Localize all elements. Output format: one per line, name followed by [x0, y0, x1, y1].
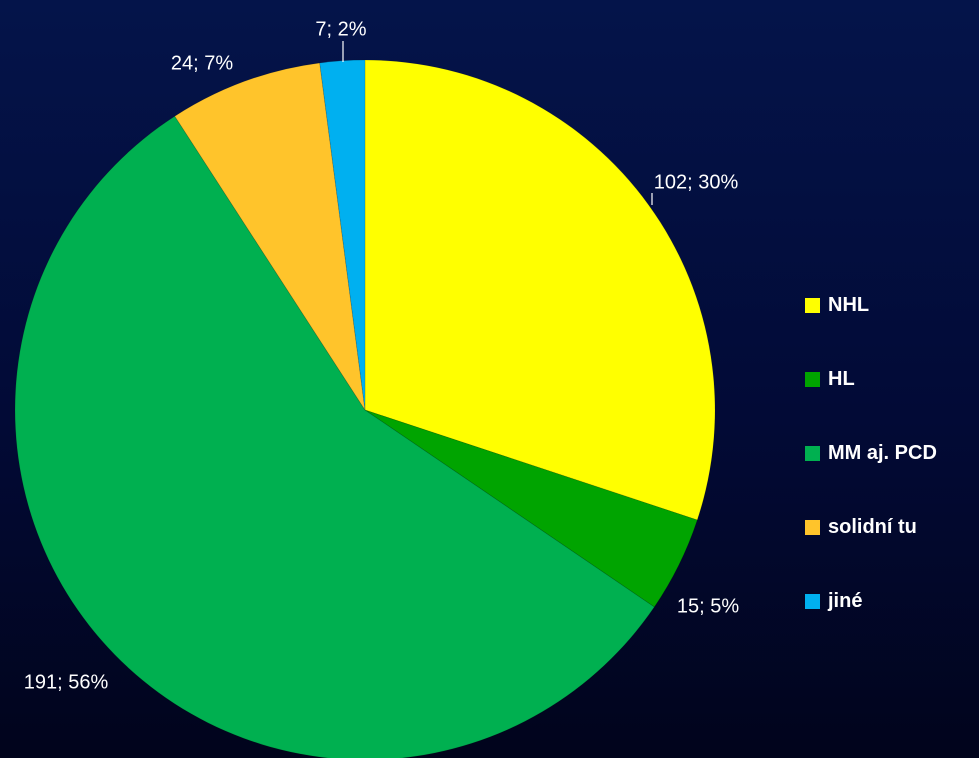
legend-item-mm: MM aj. PCD — [805, 440, 937, 466]
legend-label-solid: solidní tu — [828, 515, 917, 538]
legend: NHL HL MM aj. PCD solidní tu jiné — [805, 292, 937, 662]
pie-slice-mm — [14, 115, 655, 758]
legend-label-mm: MM aj. PCD — [828, 441, 937, 464]
pie-slice-other — [319, 59, 366, 411]
legend-swatch-mm — [805, 445, 820, 461]
legend-swatch-other — [805, 593, 820, 609]
data-label-solid: 24; 7% — [171, 52, 233, 74]
data-label-other: 7; 2% — [315, 18, 366, 40]
pie-slice-hl — [364, 409, 698, 608]
data-label-nhl: 102; 30% — [654, 171, 739, 193]
legend-swatch-nhl — [805, 297, 820, 313]
legend-label-nhl: NHL — [828, 293, 870, 316]
legend-label-hl: HL — [828, 367, 855, 390]
pie-slice-nhl — [364, 59, 716, 521]
pie-slices — [14, 59, 716, 758]
legend-item-hl: HL — [805, 366, 937, 392]
legend-swatch-hl — [805, 371, 820, 387]
pie-slice-solid — [174, 62, 366, 411]
legend-item-solid: solidní tu — [805, 514, 937, 540]
data-label-hl: 15; 5% — [677, 595, 739, 617]
legend-item-other: jiné — [805, 588, 937, 614]
legend-label-other: jiné — [828, 589, 863, 612]
data-label-mm: 191; 56% — [24, 671, 109, 693]
data-labels: 102; 30% 15; 5% 191; 56% 24; 7% 7; 2% — [24, 18, 740, 693]
leader-lines — [342, 41, 653, 205]
legend-item-nhl: NHL — [805, 292, 937, 318]
legend-swatch-solid — [805, 519, 820, 535]
